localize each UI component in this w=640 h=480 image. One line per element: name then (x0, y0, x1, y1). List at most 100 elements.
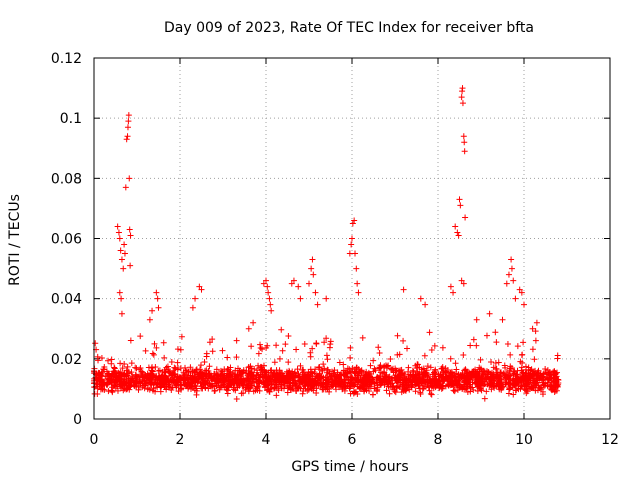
x-tick-label: 10 (515, 432, 533, 448)
data-point (344, 369, 351, 376)
data-point (394, 332, 401, 339)
data-point (263, 277, 269, 284)
data-point (189, 380, 196, 387)
data-point (517, 376, 524, 383)
data-point (353, 364, 360, 371)
data-point (428, 346, 435, 353)
data-point (118, 310, 125, 317)
data-point (282, 341, 289, 348)
data-point (127, 232, 134, 239)
data-point (547, 382, 554, 389)
data-point (424, 373, 431, 380)
data-point (478, 373, 485, 380)
data-point (499, 316, 506, 323)
data-point (222, 376, 229, 383)
data-point (506, 385, 513, 392)
data-point (177, 346, 184, 353)
data-point (294, 366, 301, 373)
data-point (155, 304, 162, 311)
data-point (452, 360, 459, 367)
data-point (274, 373, 281, 380)
data-point (383, 387, 390, 394)
data-point (370, 357, 377, 364)
data-point (377, 362, 384, 369)
data-point (119, 365, 126, 372)
data-point (126, 226, 133, 233)
data-point (374, 386, 381, 393)
data-point (291, 369, 298, 376)
data-point (293, 346, 300, 353)
data-point (280, 372, 287, 379)
data-point (414, 361, 421, 368)
data-point (485, 375, 492, 382)
data-point (94, 385, 101, 392)
data-point (470, 386, 477, 393)
data-point (539, 377, 546, 384)
data-point (337, 371, 344, 378)
data-points (91, 85, 562, 402)
data-point (447, 370, 454, 377)
data-point (141, 382, 148, 389)
y-tick-labels: 0 0.02 0.04 0.06 0.08 0.1 0.12 (51, 51, 82, 428)
x-tick-label: 6 (348, 432, 357, 448)
data-point (394, 351, 401, 358)
data-point (256, 387, 263, 394)
data-point (279, 347, 286, 354)
data-point (273, 367, 280, 374)
data-point (193, 385, 200, 392)
data-point (163, 386, 170, 393)
data-point (202, 384, 209, 391)
data-point (148, 379, 155, 386)
data-point (150, 351, 157, 358)
data-point (310, 387, 317, 394)
data-point (357, 375, 364, 382)
data-point (524, 382, 531, 389)
data-point (539, 391, 546, 398)
data-point (144, 386, 151, 393)
data-point (193, 366, 200, 373)
data-point (355, 289, 362, 296)
data-point (300, 375, 307, 382)
data-point (98, 381, 105, 388)
data-point (417, 390, 424, 397)
data-point (189, 304, 196, 311)
data-point (231, 371, 238, 378)
data-point (141, 373, 148, 380)
data-point (293, 387, 300, 394)
x-tick-label: 0 (90, 432, 99, 448)
data-point (427, 364, 434, 371)
data-point (174, 359, 181, 366)
data-point (356, 383, 363, 390)
data-point (327, 338, 334, 345)
data-point (276, 355, 283, 362)
data-point (482, 370, 489, 377)
data-point (131, 381, 138, 388)
data-point (481, 395, 488, 402)
data-point (467, 377, 474, 384)
data-point (244, 382, 251, 389)
data-point (323, 352, 330, 359)
data-point (382, 362, 389, 369)
data-point (104, 379, 111, 386)
data-point (432, 366, 439, 373)
data-point (275, 371, 282, 378)
data-point (518, 383, 525, 390)
y-axis-label: ROTI / TECUs (7, 194, 23, 286)
data-point (514, 343, 521, 350)
data-point (211, 388, 218, 395)
data-point (438, 383, 445, 390)
data-point (281, 379, 288, 386)
data-point (290, 374, 297, 381)
data-point (388, 366, 395, 373)
data-point (250, 319, 257, 326)
data-point (526, 373, 533, 380)
data-point (369, 391, 376, 398)
data-point (264, 283, 271, 290)
data-point (233, 377, 240, 384)
data-point (346, 385, 353, 392)
data-point (476, 378, 483, 385)
data-point (349, 235, 355, 242)
data-point (111, 365, 118, 372)
data-point (232, 367, 239, 374)
data-point (310, 271, 317, 278)
